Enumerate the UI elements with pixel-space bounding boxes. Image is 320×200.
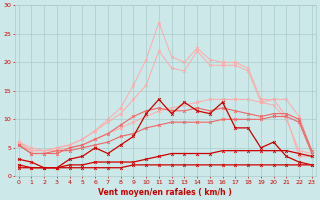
X-axis label: Vent moyen/en rafales ( km/h ): Vent moyen/en rafales ( km/h ): [98, 188, 232, 197]
